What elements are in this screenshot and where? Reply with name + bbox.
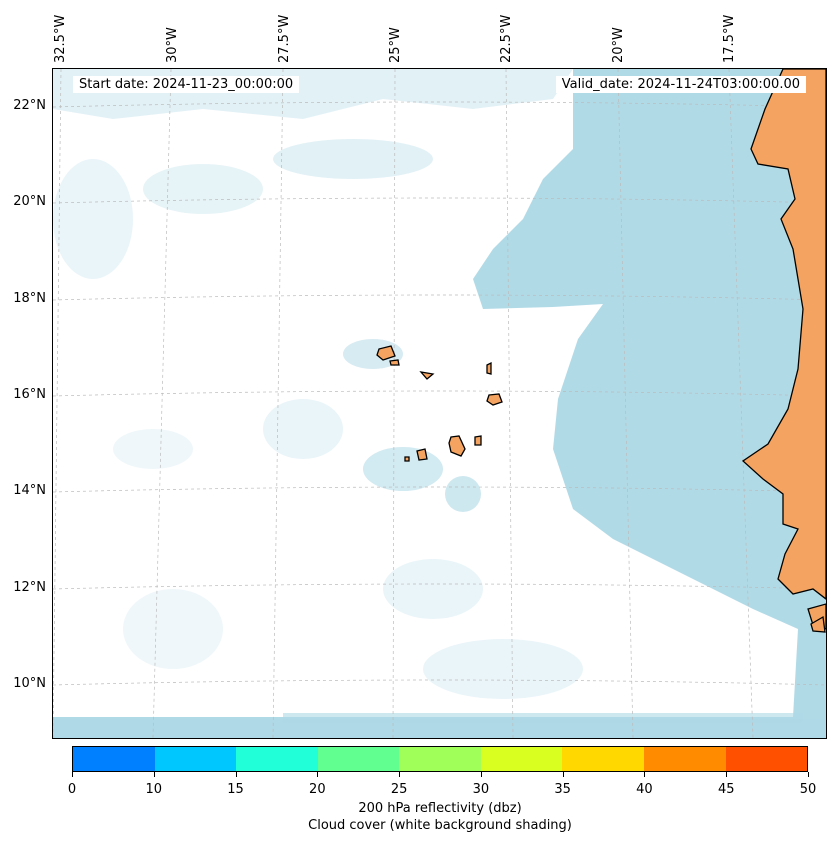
colorbar-tick-label: 50	[799, 782, 817, 797]
colorbar-tick-label: 35	[554, 782, 571, 797]
colorbar-tick-label: 0	[67, 782, 77, 797]
longitude-label: 30°W	[165, 27, 180, 63]
latitude-label: 10°N	[13, 676, 46, 691]
colorbar-tick-mark	[480, 772, 482, 777]
colorbar-tick-mark	[235, 772, 237, 777]
colorbar-tick-mark	[644, 772, 646, 777]
colorbar-tick-label: 20	[309, 782, 326, 797]
colorbar-segment	[236, 747, 318, 771]
colorbar-tick-mark	[808, 772, 809, 777]
colorbar-segment	[399, 747, 481, 771]
colorbar-tick-label: 40	[636, 782, 653, 797]
colorbar-tick-label: 10	[145, 782, 163, 797]
colorbar-tick-mark	[317, 772, 319, 777]
longitude-label: 17.5°W	[722, 14, 737, 63]
colorbar-tick-label: 25	[390, 782, 408, 797]
colorbar-tick-mark	[726, 772, 728, 777]
colorbar-segment	[562, 747, 644, 771]
latitude-label: 16°N	[13, 387, 46, 402]
colorbar-segment	[73, 747, 155, 771]
longitude-label: 32.5°W	[53, 14, 68, 63]
latitude-label: 18°N	[13, 291, 46, 306]
map-canvas	[52, 68, 827, 739]
colorbar-segment	[317, 747, 400, 771]
start-date-label: Start date: 2024-11-23_00:00:00	[73, 76, 300, 93]
valid-date-label: Valid_date: 2024-11-24T03:00:00.00	[555, 76, 806, 93]
colorbar-tick-label: 45	[717, 782, 735, 797]
colorbar-tick-label: 30	[472, 782, 490, 797]
colorbar-segment	[643, 747, 726, 771]
longitude-label: 22.5°W	[499, 14, 514, 63]
colorbar	[72, 746, 808, 772]
colorbar-tick-mark	[399, 772, 401, 777]
latitude-label: 22°N	[13, 98, 46, 113]
latitude-label: 12°N	[13, 580, 46, 595]
colorbar-tick-mark	[562, 772, 564, 777]
colorbar-tick-mark	[153, 772, 155, 777]
colorbar-tick-label: 15	[227, 782, 244, 797]
cloud-cover	[53, 69, 826, 738]
latitude-label: 20°N	[13, 194, 46, 209]
colorbar-label: 200 hPa reflectivity (dbz)	[358, 801, 522, 816]
colorbar-segment	[480, 747, 563, 771]
latitude-label: 14°N	[13, 483, 46, 498]
longitude-label: 27.5°W	[277, 14, 292, 63]
colorbar-tick-mark	[72, 772, 73, 777]
map-panel[interactable]: Start date: 2024-11-23_00:00:00 Valid_da…	[52, 68, 827, 739]
colorbar-sublabel: Cloud cover (white background shading)	[308, 818, 572, 833]
longitude-label: 20°W	[611, 27, 626, 63]
colorbar-segment	[154, 747, 237, 771]
colorbar-segment	[725, 747, 808, 771]
longitude-label: 25°W	[388, 27, 403, 63]
